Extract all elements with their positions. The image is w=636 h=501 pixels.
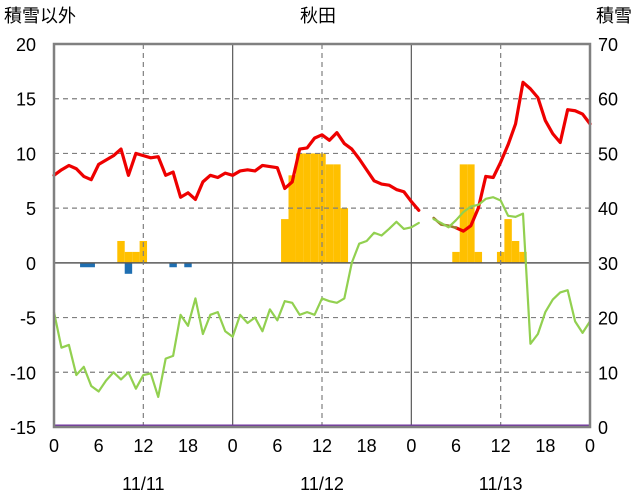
left-tick-label: -10 <box>10 363 36 383</box>
frame-layer <box>52 42 592 429</box>
precip-bar <box>459 164 468 263</box>
right-tick-label: 70 <box>598 35 618 55</box>
precip-bar <box>117 240 125 263</box>
grid-layer <box>54 44 590 427</box>
precip-bar <box>496 251 505 263</box>
snow-depth-line <box>52 220 420 399</box>
plot-frame <box>52 42 592 429</box>
x-tick-label: 6 <box>451 436 461 456</box>
left-axis-label: 積雪以外 <box>4 6 76 26</box>
precip-bar <box>310 153 319 263</box>
x-tick-label: 18 <box>357 436 377 456</box>
precip-bar <box>452 251 460 263</box>
snow-depth-line <box>432 196 592 345</box>
negative-bar <box>169 262 177 268</box>
right-axis-label: 積雪 <box>596 6 632 26</box>
chart-title: 秋田 <box>300 6 336 26</box>
precip-bar <box>519 251 527 263</box>
temperature-line <box>454 80 592 233</box>
right-tick-label: 0 <box>598 418 608 438</box>
right-tick-label: 60 <box>598 90 618 110</box>
right-tick-label: 10 <box>598 363 618 383</box>
right-tick-label: 30 <box>598 254 618 274</box>
text-layer: 積雪以外 秋田 積雪 20151050-5-10-157060504030201… <box>4 6 632 494</box>
x-tick-label: 0 <box>585 436 595 456</box>
bar-layer <box>80 153 527 274</box>
precip-bar <box>132 251 140 263</box>
negative-bar <box>87 262 95 268</box>
precip-bar <box>281 219 289 263</box>
left-tick-label: 10 <box>16 144 36 164</box>
negative-bar <box>124 262 133 274</box>
x-tick-label: 12 <box>133 436 153 456</box>
temperature-line <box>52 131 421 212</box>
x-tick-label: 0 <box>49 436 59 456</box>
negative-bar <box>184 262 192 268</box>
left-tick-label: 5 <box>26 199 36 219</box>
x-tick-label: 0 <box>406 436 416 456</box>
left-tick-label: -5 <box>20 309 36 329</box>
precip-bar <box>325 164 334 263</box>
x-tick-label: 6 <box>94 436 104 456</box>
x-tick-label: 12 <box>312 436 332 456</box>
precip-bar <box>340 208 349 263</box>
precip-bar <box>288 175 296 263</box>
left-tick-label: 20 <box>16 35 36 55</box>
date-label: 11/11 <box>122 474 164 494</box>
left-tick-label: 0 <box>26 254 36 274</box>
left-tick-label: -15 <box>10 418 36 438</box>
x-tick-label: 6 <box>272 436 282 456</box>
right-tick-label: 50 <box>598 144 618 164</box>
negative-bar <box>80 262 88 268</box>
x-tick-label: 18 <box>535 436 555 456</box>
precip-bar <box>474 251 483 263</box>
date-label: 11/12 <box>300 474 344 494</box>
right-tick-label: 20 <box>598 309 618 329</box>
precip-bar <box>333 164 341 263</box>
right-tick-label: 40 <box>598 199 618 219</box>
x-tick-label: 18 <box>178 436 198 456</box>
line-layer <box>52 80 592 399</box>
date-label: 11/13 <box>479 474 523 494</box>
precip-bar <box>124 251 133 263</box>
precip-bar <box>467 164 475 263</box>
x-tick-label: 0 <box>228 436 238 456</box>
precip-bar <box>511 240 520 263</box>
left-tick-label: 15 <box>16 90 36 110</box>
precip-bar <box>504 219 512 263</box>
x-tick-label: 12 <box>491 436 511 456</box>
